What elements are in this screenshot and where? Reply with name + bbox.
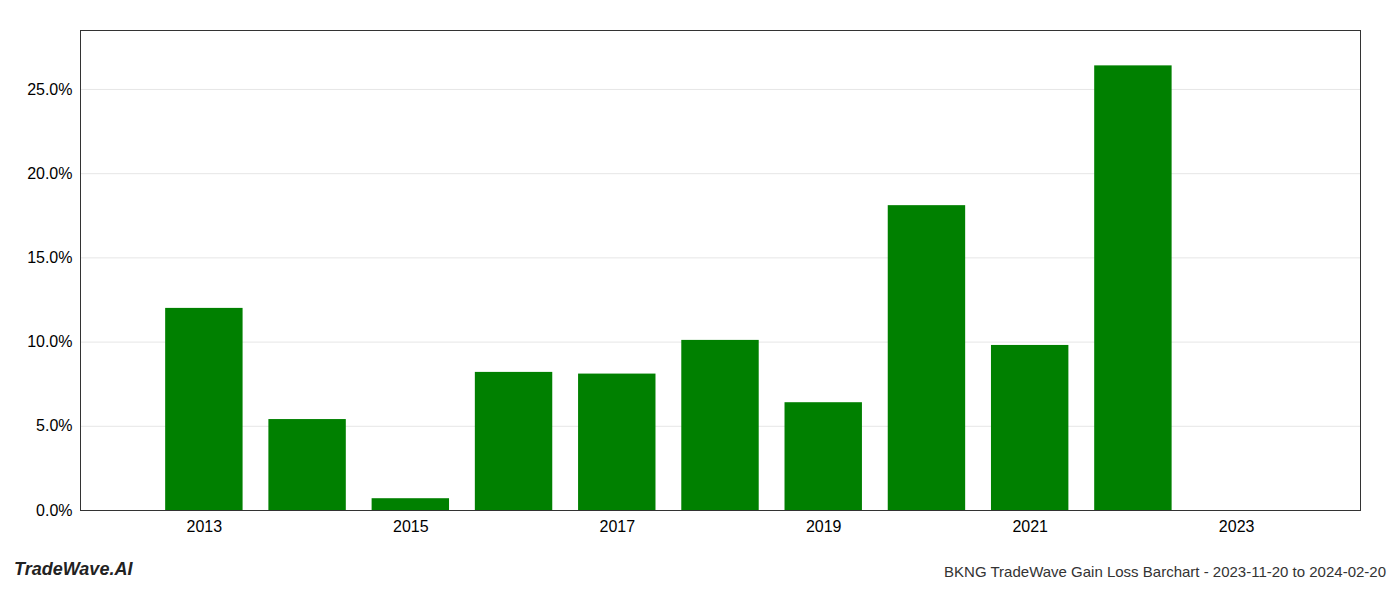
svg-text:2023: 2023 [1219, 518, 1255, 535]
html-text:TradeWave.AI: TradeWave.AI [14, 559, 133, 579]
svg-text:0.0%: 0.0% [36, 502, 72, 519]
svg-text:25.0%: 25.0% [27, 81, 72, 98]
svg-text:2019: 2019 [806, 518, 842, 535]
svg-text:5.0%: 5.0% [36, 417, 72, 434]
svg-text:2015: 2015 [393, 518, 429, 535]
svg-text:15.0%: 15.0% [27, 249, 72, 266]
svg-text:10.0%: 10.0% [27, 333, 72, 350]
svg-text:20.0%: 20.0% [27, 165, 72, 182]
html-text:BKNG TradeWave Gain Loss Barch: BKNG TradeWave Gain Loss Barchart - 2023… [944, 563, 1386, 580]
svg-text:2021: 2021 [1012, 518, 1048, 535]
svg-text:2013: 2013 [187, 518, 223, 535]
svg-text:2017: 2017 [599, 518, 635, 535]
